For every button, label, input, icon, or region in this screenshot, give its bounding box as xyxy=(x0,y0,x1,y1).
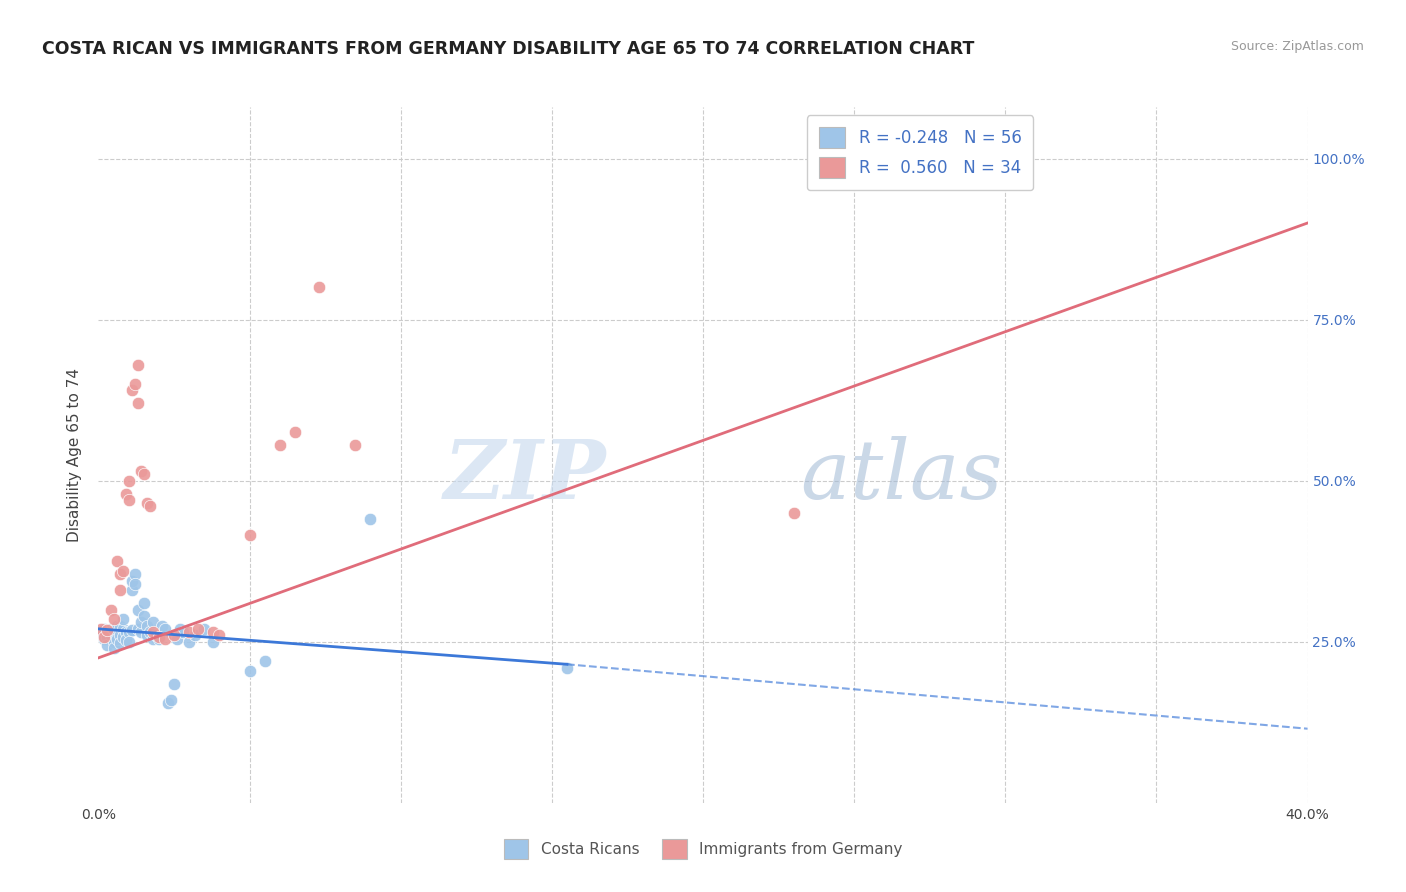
Point xyxy=(135,496,157,510)
Point xyxy=(121,583,143,598)
Point xyxy=(145,628,167,642)
Point xyxy=(114,625,136,640)
Point xyxy=(555,660,578,674)
Point xyxy=(132,596,155,610)
Point xyxy=(142,632,165,646)
Point xyxy=(129,615,152,630)
Point xyxy=(142,615,165,630)
Point xyxy=(111,564,134,578)
Point xyxy=(100,622,122,636)
Point xyxy=(184,628,207,642)
Point xyxy=(308,280,330,294)
Point xyxy=(269,438,291,452)
Point xyxy=(139,500,162,514)
Point xyxy=(135,618,157,632)
Point xyxy=(132,467,155,482)
Point xyxy=(163,676,186,690)
Point xyxy=(90,622,112,636)
Point xyxy=(93,630,115,644)
Point xyxy=(108,567,131,582)
Point xyxy=(121,623,143,637)
Point xyxy=(150,618,173,632)
Point xyxy=(239,528,262,542)
Point xyxy=(121,384,143,398)
Point xyxy=(202,625,225,640)
Point xyxy=(118,625,141,640)
Point xyxy=(93,622,115,636)
Point xyxy=(253,654,276,668)
Point xyxy=(124,567,146,582)
Point xyxy=(111,622,134,636)
Point xyxy=(127,622,149,636)
Point xyxy=(142,625,165,640)
Point xyxy=(100,628,122,642)
Point xyxy=(111,630,134,644)
Point xyxy=(108,583,131,598)
Point xyxy=(202,634,225,648)
Point xyxy=(103,623,125,637)
Point xyxy=(114,486,136,500)
Point xyxy=(103,641,125,656)
Point xyxy=(100,602,122,616)
Point xyxy=(111,612,134,626)
Point xyxy=(132,609,155,624)
Point xyxy=(344,438,367,452)
Point xyxy=(103,634,125,648)
Point xyxy=(156,696,179,710)
Text: COSTA RICAN VS IMMIGRANTS FROM GERMANY DISABILITY AGE 65 TO 74 CORRELATION CHART: COSTA RICAN VS IMMIGRANTS FROM GERMANY D… xyxy=(42,40,974,58)
Point xyxy=(193,622,215,636)
Point xyxy=(148,632,170,646)
Point xyxy=(160,692,183,706)
Point xyxy=(135,628,157,642)
Point xyxy=(148,630,170,644)
Point xyxy=(103,612,125,626)
Point xyxy=(124,576,146,591)
Point xyxy=(127,396,149,410)
Point xyxy=(108,618,131,632)
Point xyxy=(96,638,118,652)
Point xyxy=(179,625,201,640)
Point xyxy=(127,602,149,616)
Point xyxy=(105,554,128,568)
Point xyxy=(284,425,307,440)
Point xyxy=(127,358,149,372)
Legend: Costa Ricans, Immigrants from Germany: Costa Ricans, Immigrants from Germany xyxy=(498,833,908,864)
Point xyxy=(93,632,115,646)
Text: Source: ZipAtlas.com: Source: ZipAtlas.com xyxy=(1230,40,1364,54)
Point xyxy=(96,630,118,644)
Point xyxy=(783,506,806,520)
Point xyxy=(105,632,128,646)
Point xyxy=(360,512,382,526)
Point xyxy=(163,628,186,642)
Point xyxy=(114,633,136,648)
Point xyxy=(179,634,201,648)
Point xyxy=(124,377,146,392)
Point xyxy=(239,664,262,678)
Point xyxy=(96,623,118,637)
Point xyxy=(118,634,141,648)
Point xyxy=(108,628,131,642)
Point xyxy=(118,493,141,508)
Point xyxy=(121,574,143,588)
Point xyxy=(169,622,191,636)
Point xyxy=(139,625,162,640)
Text: ZIP: ZIP xyxy=(444,436,606,516)
Point xyxy=(90,625,112,640)
Point xyxy=(153,622,176,636)
Point xyxy=(187,622,209,636)
Point xyxy=(108,636,131,650)
Y-axis label: Disability Age 65 to 74: Disability Age 65 to 74 xyxy=(67,368,83,542)
Point xyxy=(166,632,188,646)
Point xyxy=(129,625,152,640)
Point xyxy=(129,464,152,478)
Point xyxy=(208,628,231,642)
Point xyxy=(172,625,194,640)
Point xyxy=(118,474,141,488)
Point xyxy=(153,632,176,646)
Point xyxy=(105,618,128,632)
Text: atlas: atlas xyxy=(800,436,1002,516)
